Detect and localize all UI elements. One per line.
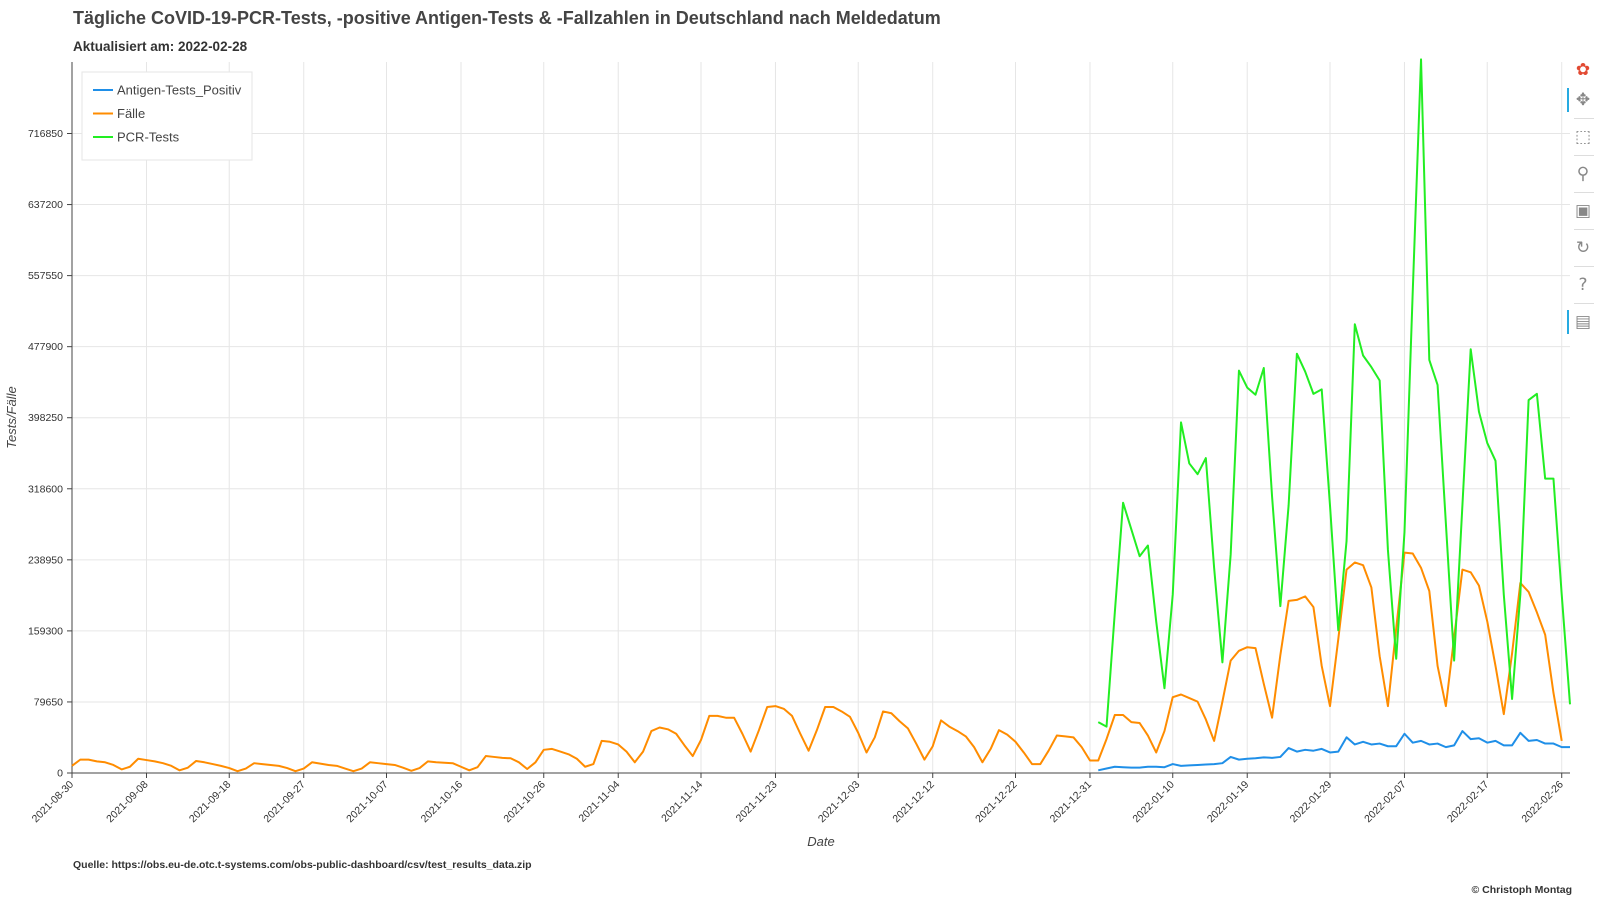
y-tick-label: 238950 [28, 554, 63, 566]
x-tick-label: 2022-02-26 [1519, 779, 1566, 826]
y-tick-label: 477900 [28, 341, 63, 353]
x-tick-label: 2022-01-29 [1288, 779, 1335, 826]
x-axis-label: Date [807, 834, 834, 849]
legend: Antigen-Tests_Positiv Fälle PCR-Tests [81, 71, 253, 161]
help-icon[interactable]: ? [1578, 275, 1588, 295]
series-line-pcr-tests[interactable] [1097, 58, 1571, 728]
wheel-zoom-icon[interactable]: ⚲ [1576, 164, 1590, 184]
copyright-note: © Christoph Montag [1471, 884, 1572, 896]
y-axis-label: Tests/Fälle [4, 386, 19, 448]
x-tick-label: 2021-11-04 [576, 779, 622, 825]
legend-label: PCR-Tests [117, 130, 180, 145]
x-tick-label: 2021-09-18 [187, 779, 234, 826]
x-tick-label: 2021-10-16 [419, 779, 466, 826]
y-tick-label: 716850 [28, 128, 63, 140]
x-tick-label: 2021-10-07 [344, 779, 391, 826]
series-line-antigen-tests-positiv[interactable] [1098, 730, 1570, 772]
save-icon[interactable]: ▣ [1574, 201, 1592, 221]
y-tick-label: 79650 [34, 696, 63, 708]
toolbar-separator [1574, 118, 1594, 119]
x-tick-label: 2022-01-10 [1130, 779, 1177, 826]
y-tick-label: 0 [57, 768, 63, 780]
legend-item[interactable]: PCR-Tests [93, 130, 180, 145]
x-tick-label: 2021-09-08 [104, 779, 151, 826]
box-zoom-icon[interactable]: ⬚ [1574, 127, 1592, 147]
grid-lines [72, 62, 1570, 773]
x-tick-label: 2021-08-30 [30, 779, 77, 826]
legend-item[interactable]: Antigen-Tests_Positiv [93, 83, 242, 98]
x-tick-label: 2021-11-14 [659, 779, 705, 825]
series-line-fälle[interactable] [71, 551, 1563, 773]
x-tick-label: 2021-12-22 [973, 779, 1020, 826]
legend-label: Fälle [117, 106, 145, 121]
chart-subtitle: Aktualisiert am: 2022-02-28 [73, 39, 248, 54]
x-tick-label: 2022-02-07 [1362, 779, 1409, 826]
chart-toolbar: ✿ ✥ ⬚ ⚲ ▣ ↻? ▤ [1567, 58, 1598, 340]
y-tick-label: 159300 [28, 625, 63, 637]
toolbar-separator [1574, 303, 1594, 304]
x-tick-label: 2021-12-03 [816, 779, 863, 826]
reset-icon[interactable]: ↻ [1575, 238, 1591, 258]
legend-box [81, 71, 253, 161]
legend-label: Antigen-Tests_Positiv [117, 83, 242, 98]
bokeh-logo-icon[interactable]: ✿ [1575, 60, 1591, 80]
hover-icon[interactable]: ▤ [1567, 310, 1595, 334]
toolbar-separator [1574, 155, 1594, 156]
x-tick-label: 2021-10-26 [501, 779, 548, 826]
legend-item[interactable]: Fälle [93, 106, 145, 121]
chart-title: Tägliche CoVID-19-PCR-Tests, -positive A… [73, 8, 941, 28]
y-tick-label: 557550 [28, 270, 63, 282]
toolbar-separator [1574, 266, 1594, 267]
y-tick-label: 398250 [28, 412, 63, 424]
toolbar-separator [1574, 192, 1594, 193]
x-tick-label: 2021-11-23 [734, 779, 780, 825]
x-tick-label: 2021-12-12 [890, 779, 937, 826]
pan-icon[interactable]: ✥ [1567, 88, 1595, 112]
x-tick-label: 2022-02-17 [1445, 779, 1492, 826]
toolbar-separator [1574, 229, 1594, 230]
x-tick-label: 2021-12-31 [1048, 779, 1095, 826]
y-tick-label: 637200 [28, 199, 63, 211]
x-tick-label: 2022-01-19 [1205, 779, 1252, 826]
source-note: Quelle: https://obs.eu-de.otc.t-systems.… [73, 859, 532, 871]
y-tick-label: 318600 [28, 483, 63, 495]
x-tick-label: 2021-09-27 [261, 779, 308, 826]
